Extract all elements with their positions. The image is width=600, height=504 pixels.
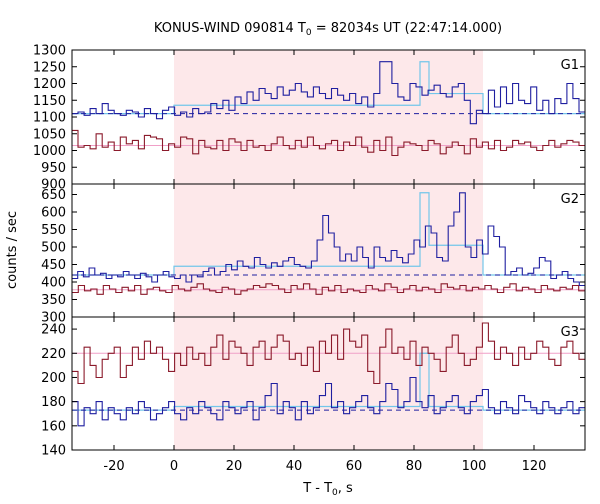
panel-label: G3: [561, 325, 579, 340]
y-tick-label: 650: [41, 188, 66, 203]
blue-fit-curve: [72, 192, 585, 276]
x-tick-label: 120: [522, 459, 547, 474]
y-tick-label: 1050: [33, 127, 66, 142]
y-tick-label: 140: [41, 444, 66, 459]
blue-fit-curve: [72, 352, 585, 411]
x-axis-label-main: T - T: [302, 481, 332, 496]
y-tick-label: 1200: [33, 77, 66, 92]
chart-title-main: KONUS-WIND 090814 T: [154, 21, 306, 36]
red-series-line: [72, 129, 585, 157]
y-tick-label: 200: [41, 371, 66, 386]
y-tick-label: 240: [41, 323, 66, 338]
y-tick-label: 1250: [33, 60, 66, 75]
y-tick-label: 1100: [33, 111, 66, 126]
y-tick-label: 600: [41, 206, 66, 221]
blue-series-line: [72, 61, 585, 125]
x-axis-label-sub: 0: [332, 488, 338, 498]
y-tick-label: 180: [41, 395, 66, 410]
red-series-line: [72, 322, 585, 385]
y-axis-label: counts / sec: [5, 211, 20, 289]
panel-g3-frame: [71, 316, 586, 451]
y-tick-label: 1300: [33, 44, 66, 59]
y-tick-label: 220: [41, 347, 66, 362]
x-tick-label: 60: [346, 459, 363, 474]
y-tick-label: 350: [41, 293, 66, 308]
blue-fit-curve: [72, 61, 585, 115]
y-tick-label: 160: [41, 419, 66, 434]
chart-title-sub: 0: [306, 28, 312, 38]
x-axis-label: T - T0, s: [302, 481, 353, 498]
y-tick-label: 500: [41, 241, 66, 256]
panel-g2-plot: [72, 192, 585, 295]
chart-title: KONUS-WIND 090814 T0 = 82034s UT (22:47:…: [154, 21, 502, 38]
x-tick-label: 100: [462, 459, 487, 474]
panel-label: G2: [561, 192, 579, 207]
chart-title-rest: = 82034s UT (22:47:14.000): [312, 21, 502, 36]
x-axis-label-rest: , s: [338, 481, 353, 496]
blue-series-line: [72, 376, 585, 427]
y-tick-label: 950: [41, 161, 66, 176]
y-tick-label: 550: [41, 223, 66, 238]
red-series-line: [72, 283, 585, 295]
y-tick-label: 400: [41, 276, 66, 291]
panel-g3-plot: [72, 322, 585, 427]
x-tick-label: 40: [286, 459, 303, 474]
panel-g1-plot: [72, 61, 585, 157]
x-tick-label: 80: [406, 459, 423, 474]
x-tick-label: 20: [226, 459, 243, 474]
panel-label: G1: [561, 58, 579, 73]
x-tick-label: 0: [170, 459, 178, 474]
y-tick-label: 1000: [33, 144, 66, 159]
blue-series-line: [72, 192, 585, 287]
y-tick-label: 1150: [33, 94, 66, 109]
y-tick-label: 300: [41, 311, 66, 326]
y-tick-label: 900: [41, 178, 66, 193]
x-tick-label: -20: [103, 459, 124, 474]
y-tick-label: 450: [41, 258, 66, 273]
